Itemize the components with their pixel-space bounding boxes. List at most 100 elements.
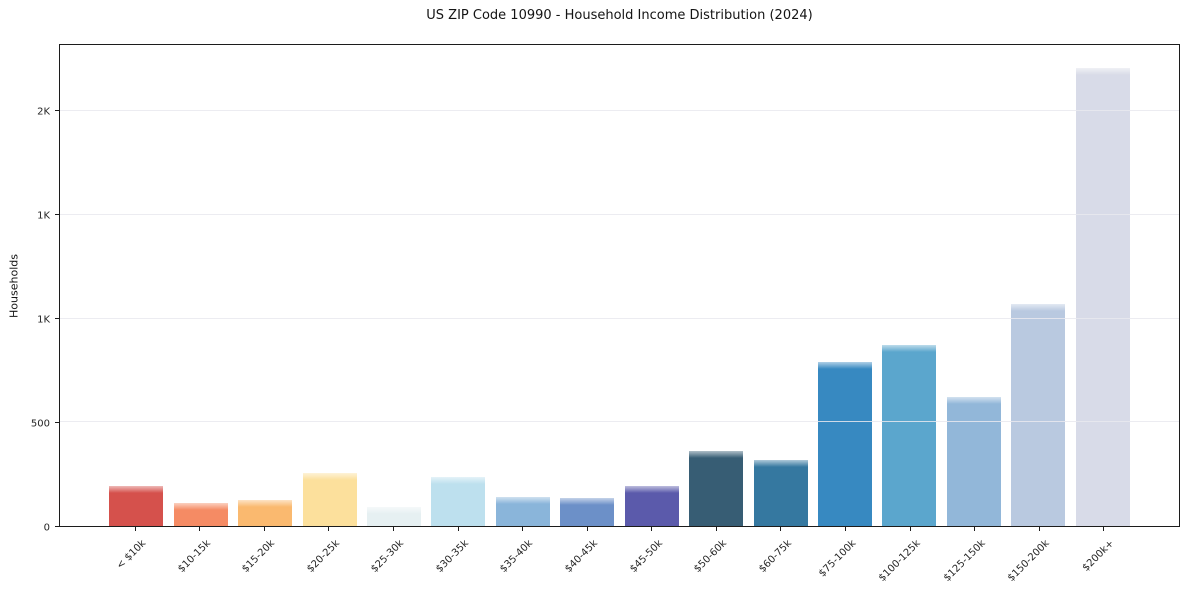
y-tick-label-1000: 1K xyxy=(37,314,50,326)
x-tick-slot xyxy=(620,527,685,531)
bar-slot xyxy=(297,45,361,526)
bar-slot xyxy=(1006,45,1070,526)
x-tick-slot xyxy=(361,527,426,531)
x-tick-slot xyxy=(1007,527,1072,531)
x-tick-mark xyxy=(974,527,976,531)
x-tick-label-$100-125k: $100-125k xyxy=(876,538,923,584)
x-tick-label-$15-20k: $15-20k xyxy=(240,538,278,575)
bar-slot xyxy=(491,45,555,526)
x-tick-slot xyxy=(942,527,1007,531)
x-tick-slot xyxy=(813,527,878,531)
bar-slot xyxy=(426,45,490,526)
x-label-slot: $75-100k xyxy=(813,531,878,581)
bar-$200k+ xyxy=(1075,67,1130,526)
x-tick-label-$20-25k: $20-25k xyxy=(304,538,342,575)
x-tick-slot xyxy=(555,527,620,531)
x-tick-mark xyxy=(844,527,846,531)
bar-$60-75k xyxy=(753,459,808,526)
x-tick-label-< $10k: < $10k xyxy=(114,538,149,572)
x-label-slot: $20-25k xyxy=(297,531,362,581)
x-tick-slot xyxy=(878,527,943,531)
bar-$15-20k xyxy=(238,500,293,526)
x-tick-mark xyxy=(715,527,717,531)
bar-$50-60k xyxy=(689,451,744,526)
plot-area xyxy=(59,44,1180,527)
x-tick-mark xyxy=(1038,527,1040,531)
y-tick-mark-1000 xyxy=(55,317,59,319)
bar-$10-15k xyxy=(173,503,228,526)
bar-slot xyxy=(942,45,1006,526)
bar-< $10k xyxy=(109,485,164,526)
x-label-slot: $60-75k xyxy=(749,531,814,581)
x-tick-label-$10-15k: $10-15k xyxy=(175,538,213,575)
y-tick-label-500: 500 xyxy=(30,418,50,430)
bar-$45-50k xyxy=(624,485,679,526)
x-tick-label-$125-150k: $125-150k xyxy=(941,538,988,584)
x-tick-label-$200k+: $200k+ xyxy=(1080,538,1117,574)
y-tick-mark-500 xyxy=(55,421,59,423)
bar-$125-150k xyxy=(946,397,1001,526)
x-label-slot: $10-15k xyxy=(168,531,233,581)
y-tick-mark-2000 xyxy=(55,109,59,111)
bar-$35-40k xyxy=(495,496,550,526)
bar-slot xyxy=(555,45,619,526)
x-tick-mark xyxy=(522,527,524,531)
x-tick-mark xyxy=(199,527,201,531)
x-tick-mark xyxy=(586,527,588,531)
x-tick-label-$30-35k: $30-35k xyxy=(433,538,471,575)
bar-$150-200k xyxy=(1011,304,1066,526)
x-label-slot: $45-50k xyxy=(620,531,685,581)
bar-$100-125k xyxy=(882,344,937,526)
x-label-slot: $125-150k xyxy=(941,531,1007,584)
x-tick-label-$40-45k: $40-45k xyxy=(563,538,600,575)
x-label-slot: $35-40k xyxy=(490,531,555,581)
bar-slot xyxy=(813,45,877,526)
bar-slot xyxy=(104,45,168,526)
x-tick-slot xyxy=(168,527,233,531)
x-tick-slot xyxy=(426,527,491,531)
x-label-slot: $30-35k xyxy=(426,531,491,581)
x-tick-slot xyxy=(103,527,168,531)
bar-slot xyxy=(877,45,941,526)
x-tick-slot xyxy=(297,527,362,531)
bar-slot xyxy=(684,45,748,526)
bar-slot xyxy=(620,45,684,526)
x-axis-tick-labels: < $10k $10-15k $15-20k $20-25k $25-30k $30-35… xyxy=(59,531,1180,584)
y-tick-label-0: 0 xyxy=(43,522,50,534)
x-tick-label-$150-200k: $150-200k xyxy=(1006,538,1052,584)
bar-slot xyxy=(168,45,232,526)
x-tick-mark xyxy=(134,527,136,531)
x-tick-slot xyxy=(684,527,749,531)
y-tick-label-2000: 2K xyxy=(37,106,50,118)
y-tick-mark-1500 xyxy=(55,213,59,215)
x-label-slot: $25-30k xyxy=(361,531,426,581)
x-tick-mark xyxy=(780,527,782,531)
x-label-slot: $15-20k xyxy=(232,531,297,581)
x-tick-mark xyxy=(1103,527,1105,531)
bar-$75-100k xyxy=(818,362,873,526)
x-tick-slot xyxy=(232,527,297,531)
chart-title: US ZIP Code 10990 - Household Income Dis… xyxy=(426,8,813,23)
x-tick-label-$45-50k: $45-50k xyxy=(627,538,665,575)
bar-series xyxy=(60,45,1179,526)
y-tick-mark-0 xyxy=(55,526,59,527)
x-tick-label-$75-100k: $75-100k xyxy=(816,538,859,580)
x-label-slot: $200k+ xyxy=(1071,531,1136,581)
y-axis: 0 500 1K 1K 2K xyxy=(0,44,59,534)
x-tick-slot xyxy=(1071,527,1136,531)
x-label-slot: $50-60k xyxy=(684,531,749,581)
bar-$25-30k xyxy=(366,507,421,526)
x-tick-slot xyxy=(749,527,814,531)
bar-$30-35k xyxy=(431,477,486,526)
bar-slot xyxy=(748,45,812,526)
x-label-slot: $40-45k xyxy=(555,531,620,581)
x-axis-tick-marks xyxy=(59,527,1180,531)
x-tick-mark xyxy=(651,527,653,531)
x-tick-label-$35-40k: $35-40k xyxy=(498,538,536,575)
x-label-slot: $100-125k xyxy=(876,531,943,584)
bar-$20-25k xyxy=(302,473,357,526)
bar-slot xyxy=(1071,45,1135,526)
y-tick-label-1500: 1K xyxy=(37,210,50,222)
x-tick-mark xyxy=(909,527,911,531)
